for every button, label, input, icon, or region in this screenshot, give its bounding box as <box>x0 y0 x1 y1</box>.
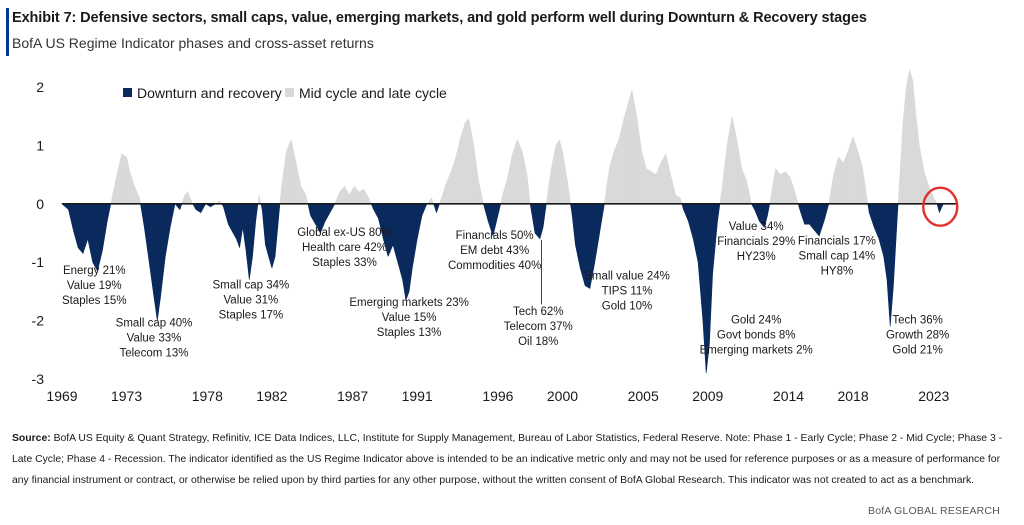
annotation-line: Emerging markets 2% <box>700 345 813 357</box>
y-axis: 2 1 0 -1 -2 -3 <box>32 79 45 387</box>
annotation-line: EM debt 43% <box>460 245 529 257</box>
annotation-line: Value 19% <box>67 280 122 292</box>
source-text: BofA US Equity & Quant Strategy, Refinit… <box>12 433 1003 486</box>
phase-annotation: Financials 50% EM debt 43% Commodities 40% <box>448 230 541 272</box>
midcycle-area <box>110 69 938 205</box>
y-tick-label: 1 <box>36 137 44 153</box>
annotation-line: Gold 21% <box>892 345 943 357</box>
x-tick-label: 1991 <box>402 388 433 404</box>
accent-bar <box>6 8 9 56</box>
annotation-line: Tech 62% <box>513 306 564 318</box>
annotation-line: HY8% <box>821 266 854 278</box>
phase-annotation: Emerging markets 23% Value 15% Staples 13% <box>349 297 469 339</box>
x-tick-label: 1969 <box>46 388 77 404</box>
annotation-line: Small cap 34% <box>213 279 290 291</box>
x-tick-label: 2023 <box>918 388 949 404</box>
annotation-line: Health care 42% <box>302 242 387 254</box>
x-tick-label: 2018 <box>837 388 868 404</box>
legend: Downturn and recovery Mid cycle and late… <box>123 85 447 101</box>
x-tick-label: 1987 <box>337 388 368 404</box>
annotation-line: Small value 24% <box>584 271 670 283</box>
area-layer <box>61 69 945 374</box>
chart-subtitle: BofA US Regime Indicator phases and cros… <box>12 35 374 51</box>
annotation-line: Gold 10% <box>602 301 653 313</box>
legend-label-midcycle: Mid cycle and late cycle <box>299 85 447 101</box>
phase-annotation: Global ex-US 80% Health care 42% Staples 3… <box>297 227 392 269</box>
annotation-line: Value 31% <box>223 294 278 306</box>
y-tick-label: 0 <box>36 196 44 212</box>
annotation-line: Telecom 37% <box>504 321 573 333</box>
annotation-line: Value 15% <box>382 312 437 324</box>
annotations: Energy 21% Value 19% Staples 15% Small cap … <box>62 221 949 359</box>
phase-annotation: Small cap 34% Value 31% Staples 17% <box>213 279 290 321</box>
annotation-line: Staples 33% <box>312 257 377 269</box>
annotation-line: Financials 29% <box>717 236 795 248</box>
y-tick-label: 2 <box>36 79 44 95</box>
phase-annotation: Energy 21% Value 19% Staples 15% <box>62 265 127 307</box>
x-tick-label: 1996 <box>482 388 513 404</box>
annotation-line: Staples 13% <box>377 327 442 339</box>
x-tick-label: 2009 <box>692 388 723 404</box>
source-note: Source: BofA US Equity & Quant Strategy,… <box>12 428 1012 491</box>
phase-annotation: Value 34% Financials 29% HY23% <box>717 221 795 263</box>
legend-swatch-midcycle <box>285 88 294 97</box>
annotation-line: Energy 21% <box>63 265 126 277</box>
annotation-line: Oil 18% <box>518 336 558 348</box>
annotation-line: Growth 28% <box>886 330 949 342</box>
annotation-line: Staples 15% <box>62 295 127 307</box>
annotation-line: TIPS 11% <box>602 286 653 298</box>
annotation-line: Financials 50% <box>456 230 534 242</box>
annotation-line: Financials 17% <box>798 236 876 248</box>
annotation-line: Telecom 13% <box>119 347 188 359</box>
phase-annotation: Tech 62% Telecom 37% Oil 18% <box>504 306 573 348</box>
phase-annotation: Tech 36% Growth 28% Gold 21% <box>886 315 949 357</box>
annotation-line: Commodities 40% <box>448 260 541 272</box>
x-tick-label: 2000 <box>547 388 578 404</box>
x-axis: 1969 1973 1978 1982 1987 1991 1996 2000 2005 2009… <box>46 388 949 404</box>
y-tick-label: -3 <box>32 371 45 387</box>
annotation-line: Small cap 40% <box>116 317 193 329</box>
annotation-line: HY23% <box>737 251 776 263</box>
annotation-line: Govt bonds 8% <box>717 330 796 342</box>
phase-annotation: Financials 17% Small cap 14% HY8% <box>798 236 876 278</box>
x-tick-label: 1982 <box>256 388 287 404</box>
chart-title: Exhibit 7: Defensive sectors, small caps… <box>12 10 867 26</box>
x-tick-label: 2014 <box>773 388 804 404</box>
y-tick-label: -1 <box>32 254 45 270</box>
y-tick-label: -2 <box>32 313 45 329</box>
annotation-line: Emerging markets 23% <box>349 297 469 309</box>
annotation-line: Gold 24% <box>731 315 782 327</box>
phase-annotation: Small cap 40% Value 33% Telecom 13% <box>116 317 193 359</box>
regime-indicator-chart: 2 1 0 -1 -2 -3 1969 1973 1978 1982 1987 1991 1996 20… <box>32 69 959 404</box>
brand-label: BofA GLOBAL RESEARCH <box>868 505 1000 517</box>
current-period-highlight-circle <box>922 186 959 227</box>
annotation-line: Small cap 14% <box>799 251 876 263</box>
x-tick-label: 1978 <box>192 388 223 404</box>
annotation-line: Value 34% <box>729 221 784 233</box>
annotation-line: Staples 17% <box>219 309 284 321</box>
legend-swatch-downturn <box>123 88 132 97</box>
annotation-line: Value 33% <box>127 332 182 344</box>
x-tick-label: 1973 <box>111 388 142 404</box>
legend-label-downturn: Downturn and recovery <box>137 85 282 101</box>
x-tick-label: 2005 <box>628 388 659 404</box>
source-label: Source: <box>12 433 51 444</box>
downturn-area <box>61 203 945 374</box>
phase-annotation: Small value 24% TIPS 11% Gold 10% <box>584 271 670 313</box>
annotation-line: Global ex-US 80% <box>297 227 392 239</box>
annotation-line: Tech 36% <box>892 315 943 327</box>
phase-annotation: Gold 24% Govt bonds 8% Emerging markets 2% <box>700 315 813 357</box>
